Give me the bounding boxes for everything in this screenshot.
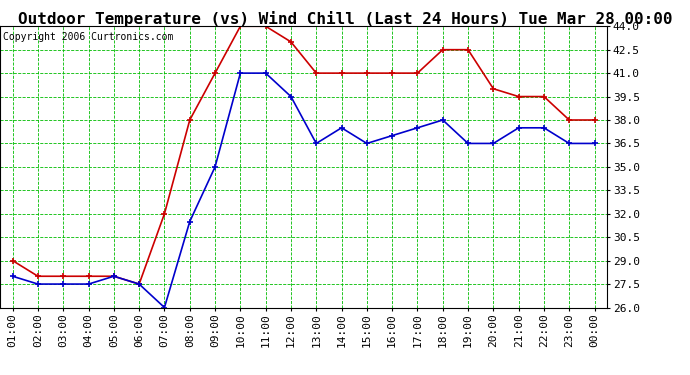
Text: Outdoor Temperature (vs) Wind Chill (Last 24 Hours) Tue Mar 28 00:00: Outdoor Temperature (vs) Wind Chill (Las…: [18, 11, 672, 27]
Text: Copyright 2006 Curtronics.com: Copyright 2006 Curtronics.com: [3, 32, 173, 42]
